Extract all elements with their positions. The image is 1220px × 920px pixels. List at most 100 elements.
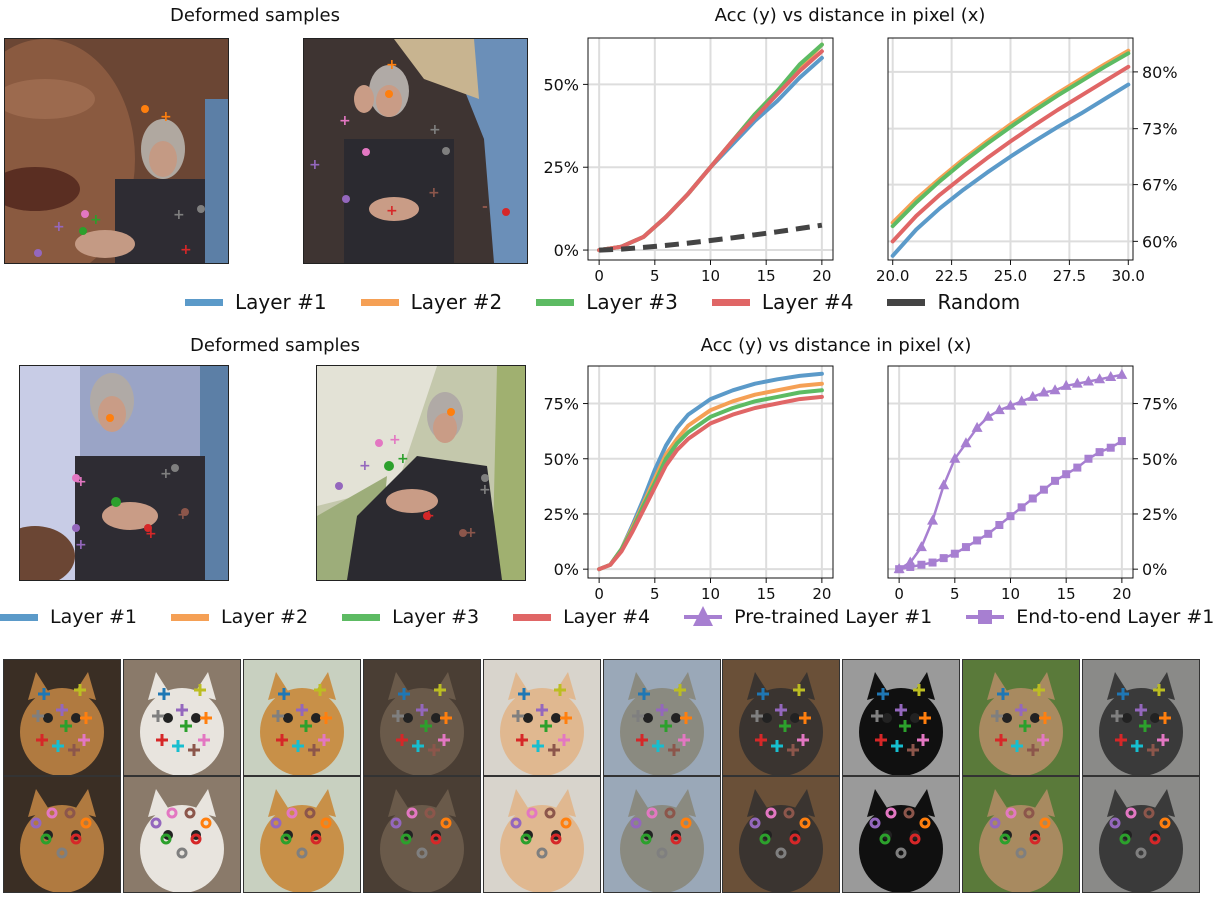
x-tick-label: 20.0: [876, 267, 909, 285]
svg-text:+: +: [173, 207, 185, 223]
series-line: [598, 222, 823, 253]
x-tick-label: 0: [594, 585, 604, 603]
legend-swatch: [513, 613, 552, 621]
series-point-square: [1028, 494, 1037, 503]
legend-item: Layer #4: [513, 606, 650, 628]
series-point-triangle: [938, 479, 950, 490]
legend-label: Layer #4: [563, 606, 651, 628]
cat-thumbnail: [482, 659, 601, 776]
series-point-square: [1095, 448, 1104, 457]
y-tick-label: 0%: [554, 560, 579, 579]
accuracy-chart-top-right: 20.0 22.5 25.0 27.5 30.0 60% 67% 73% 80%: [876, 37, 1178, 285]
series-point-square: [917, 560, 926, 569]
series-point-square: [995, 521, 1004, 529]
y-tick-label: 25%: [543, 158, 579, 177]
series-point-triangle: [1038, 386, 1050, 397]
cat-thumbnail: [1082, 659, 1201, 776]
svg-text:+: +: [479, 482, 491, 498]
accuracy-chart-top-left: 0 5 10 15 20 0% 25% 50%: [543, 37, 834, 285]
y-tick-label: 75%: [543, 395, 579, 414]
sample-photo-graphic: + + + + + +: [317, 366, 525, 580]
legend-swatch: [360, 298, 399, 306]
sample-photo-graphic: + + + + +: [5, 39, 228, 263]
legend-swatch: [0, 613, 38, 621]
x-tick-label: 20: [1112, 585, 1131, 603]
series-point-square: [1051, 476, 1060, 485]
svg-text:+: +: [386, 57, 398, 73]
y-tick-label: 67%: [1142, 176, 1178, 195]
y-tick-label: 50%: [543, 75, 579, 94]
cat-thumbnail: [122, 776, 241, 893]
y-tick-label: 0%: [1142, 560, 1167, 579]
cat-thumbnail: [722, 776, 841, 893]
svg-text:+: +: [180, 242, 192, 258]
series-line: [597, 49, 824, 253]
legend-swatch: [966, 610, 1005, 624]
legend-label: End-to-end Layer #1: [1016, 606, 1215, 628]
series-line: [890, 51, 1131, 229]
series-point-square: [961, 543, 970, 552]
series-point-triangle: [1049, 384, 1061, 395]
series-point-square: [928, 558, 937, 567]
legend-swatch: [342, 613, 381, 621]
svg-text:+: +: [397, 451, 409, 467]
cat-thumbnail: [842, 659, 961, 776]
cat-thumbnail: [722, 659, 841, 776]
cat-thumbnail: [482, 776, 601, 893]
svg-text:+: +: [75, 474, 87, 490]
x-tick-label: 15: [757, 267, 776, 285]
series-point-square: [984, 529, 993, 538]
series-point-square: [1084, 454, 1093, 463]
cat-thumbnail: [3, 776, 121, 893]
svg-text:+: +: [386, 203, 398, 219]
legend-label: Layer #2: [221, 606, 309, 628]
legend-item: Layer #1: [0, 606, 137, 628]
mid-chart-title: Acc (y) vs distance in pixel (x): [700, 335, 972, 356]
legend-item: Random: [887, 290, 1020, 314]
legend-label: Layer #3: [586, 290, 678, 314]
series-line: [890, 82, 1131, 258]
series-point-square: [1039, 485, 1048, 494]
x-tick-label: 10: [701, 267, 720, 285]
legend-label: Layer #3: [392, 606, 480, 628]
cat-thumbnail: [122, 659, 241, 776]
series-point-square: [1006, 512, 1015, 521]
svg-text:+: +: [339, 113, 351, 129]
cat-thumbnail: [602, 776, 721, 893]
series-line: [890, 64, 1131, 244]
legend-swatch: [887, 298, 926, 306]
x-tick-label: 27.5: [1053, 267, 1086, 285]
cat-thumbnail: [602, 659, 721, 776]
y-tick-label: 25%: [543, 505, 579, 524]
series-point-triangle: [982, 410, 994, 421]
legend-swatch: [171, 613, 210, 621]
y-tick-label: 80%: [1142, 63, 1178, 82]
deformed-sample-image-1: + + + + +: [4, 38, 229, 264]
y-tick-label: 0%: [554, 241, 579, 260]
mid-images-title: Deformed samples: [190, 335, 360, 356]
legend-item: Layer #3: [536, 290, 678, 314]
series-point-triangle: [1071, 377, 1083, 388]
deformed-sample-image-2: + + + + + + -: [303, 38, 528, 264]
x-tick-label: 15: [757, 585, 776, 603]
x-tick-label: 20: [812, 267, 831, 285]
x-tick-label: 30.0: [1112, 267, 1145, 285]
legend-swatch: [536, 298, 575, 306]
x-tick-label: 5: [650, 585, 660, 603]
svg-text:+: +: [177, 507, 189, 523]
series-line: [890, 48, 1131, 225]
cat-thumbnail: [962, 659, 1081, 776]
cat-thumbnail: [362, 659, 481, 776]
x-tick-label: 0: [894, 585, 904, 603]
legend-item: Layer #2: [360, 290, 502, 314]
svg-text:+: +: [429, 122, 441, 138]
legend-swatch: [684, 606, 723, 626]
series-point-triangle: [915, 541, 927, 552]
x-tick-label: 0: [594, 267, 604, 285]
svg-text:+: +: [160, 466, 172, 482]
series-line: [597, 394, 824, 572]
series-point-triangle: [993, 404, 1005, 415]
x-tick-label: 5: [650, 267, 660, 285]
y-tick-label: 25%: [1142, 505, 1178, 524]
top-images-title: Deformed samples: [170, 5, 340, 26]
